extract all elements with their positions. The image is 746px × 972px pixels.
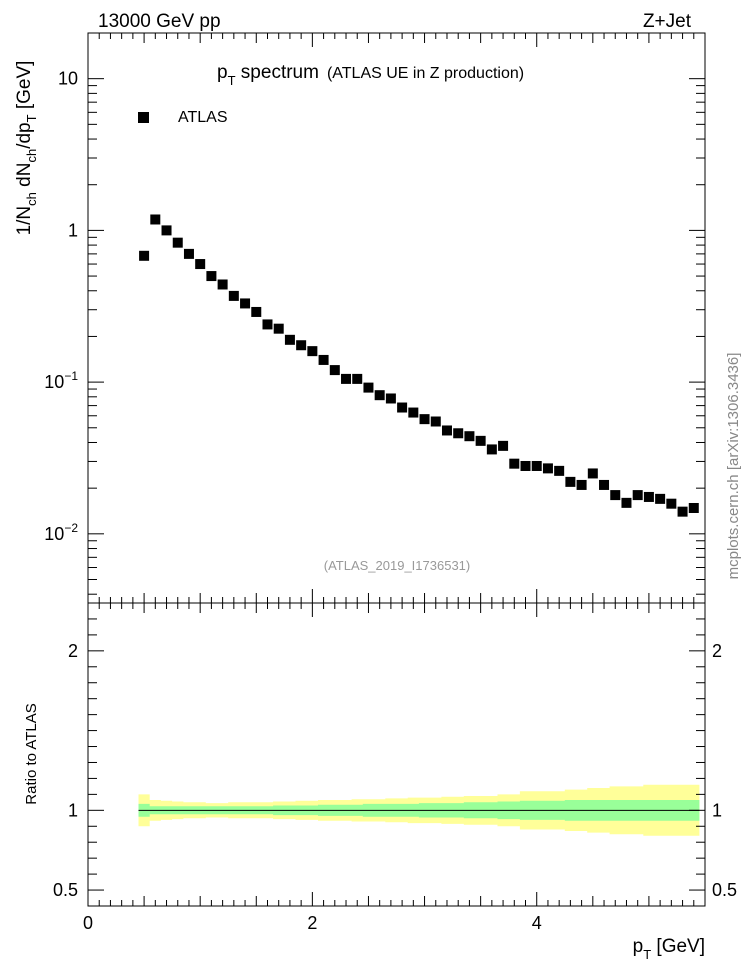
header-left: 13000 GeV pp [98,11,221,32]
data-point [599,479,610,490]
data-point [240,298,251,309]
data-point [161,225,172,236]
bottom-y-tick-label: 2 [68,641,78,661]
data-point [441,425,452,436]
data-point [475,435,486,446]
data-point [217,279,228,290]
data-point [374,390,385,401]
bottom-panel-frame [87,602,706,907]
bottom-y-tick-label: 0.5 [53,880,78,900]
data-point [666,498,677,509]
x-axis-label: pT [GeV] [633,936,705,962]
data-point [183,248,194,259]
data-point [453,428,464,439]
axis-ticks-group: 0 2 4 10−2 10−1 1 10 0.5 0.5 1 1 2 2 [44,32,737,933]
top-y-tick-label: 10 [58,69,78,89]
data-point [273,323,284,334]
data-point [632,490,643,501]
data-point [587,468,598,479]
data-point [397,402,408,413]
top-y-tick-label: 10−2 [44,521,78,544]
data-point [251,306,262,317]
data-point [621,497,632,508]
data-point [509,458,520,469]
data-point [576,479,587,490]
data-point [531,460,542,471]
data-point [363,382,374,393]
data-point [318,354,329,365]
bottom-y-tick-label-right: 0.5 [712,880,737,900]
top-y-tick-label: 1 [68,220,78,240]
data-point [262,319,273,330]
data-point [150,214,161,225]
data-point [385,393,396,404]
top-y-axis-label: 1/Nch dNch/dpT [GeV] [14,61,39,236]
header-right: Z+Jet [643,11,692,32]
data-points-group [139,214,699,517]
plot-title: pT spectrum (ATLAS UE in Z production) [217,62,524,88]
legend-label-atlas: ATLAS [178,109,228,126]
top-y-tick-label: 10−1 [44,369,78,392]
data-point [284,334,295,345]
data-point [554,465,565,476]
data-point [195,259,206,270]
data-point [486,444,497,455]
analysis-watermark: (ATLAS_2019_I1736531) [324,558,470,573]
data-point [498,440,509,451]
data-point [329,365,340,376]
data-point [464,431,475,442]
data-point [655,493,666,504]
legend-marker [138,112,149,123]
data-point [688,502,699,513]
ratio-bands-group [138,784,700,836]
data-point [520,460,531,471]
data-point [139,250,150,261]
data-point [610,490,621,501]
bottom-y-tick-label-right: 1 [712,800,722,820]
data-point [296,340,307,351]
bottom-y-tick-label-right: 2 [712,641,722,661]
data-point [542,463,553,474]
data-point [677,506,688,517]
data-point [228,290,239,301]
data-point [341,373,352,384]
bottom-y-axis-label: Ratio to ATLAS [23,703,40,804]
data-point [408,407,419,418]
side-label: mcplots.cern.ch [arXiv:1306.3436] [725,353,742,580]
data-point [352,373,363,384]
data-point [172,237,183,248]
x-tick-label: 2 [307,913,317,933]
bottom-y-tick-label: 1 [68,800,78,820]
data-point [419,414,430,425]
x-tick-label: 4 [532,913,542,933]
x-tick-label: 0 [83,913,93,933]
data-point [430,416,441,427]
data-point [643,491,654,502]
data-point [206,271,217,282]
data-point [565,476,576,487]
data-point [307,346,318,357]
